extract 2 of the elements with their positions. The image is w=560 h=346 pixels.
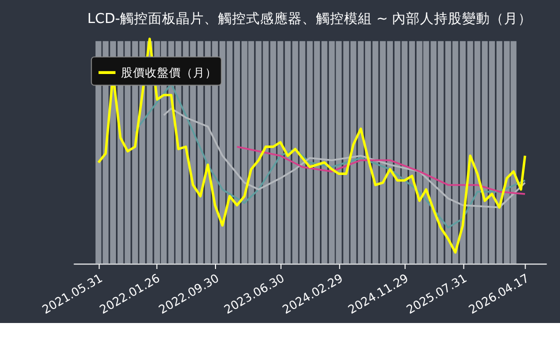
legend-label: 股價收盤價（月） [121, 65, 218, 80]
chart-title: LCD-觸控面板晶片、觸控式感應器、觸控模組 ~ 內部人持股變動（月） [87, 10, 532, 27]
